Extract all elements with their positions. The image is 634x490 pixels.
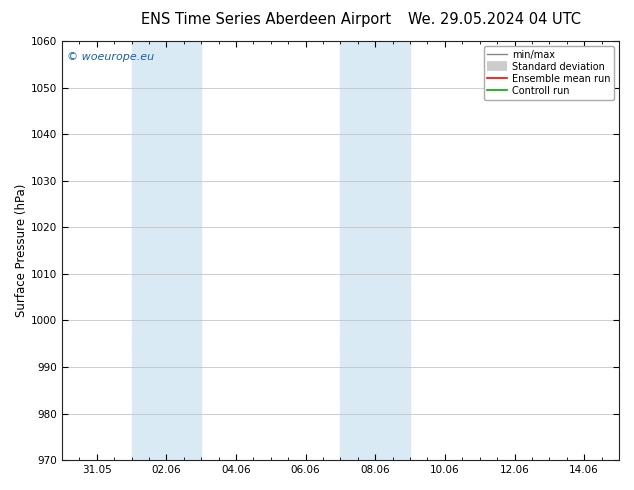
Bar [340,41,410,460]
Bar [131,41,201,460]
Text: We. 29.05.2024 04 UTC: We. 29.05.2024 04 UTC [408,12,581,27]
Legend: min/max, Standard deviation, Ensemble mean run, Controll run: min/max, Standard deviation, Ensemble me… [484,46,614,99]
Y-axis label: Surface Pressure (hPa): Surface Pressure (hPa) [15,184,28,318]
Text: © woeurope.eu: © woeurope.eu [67,51,155,62]
Text: ENS Time Series Aberdeen Airport: ENS Time Series Aberdeen Airport [141,12,391,27]
